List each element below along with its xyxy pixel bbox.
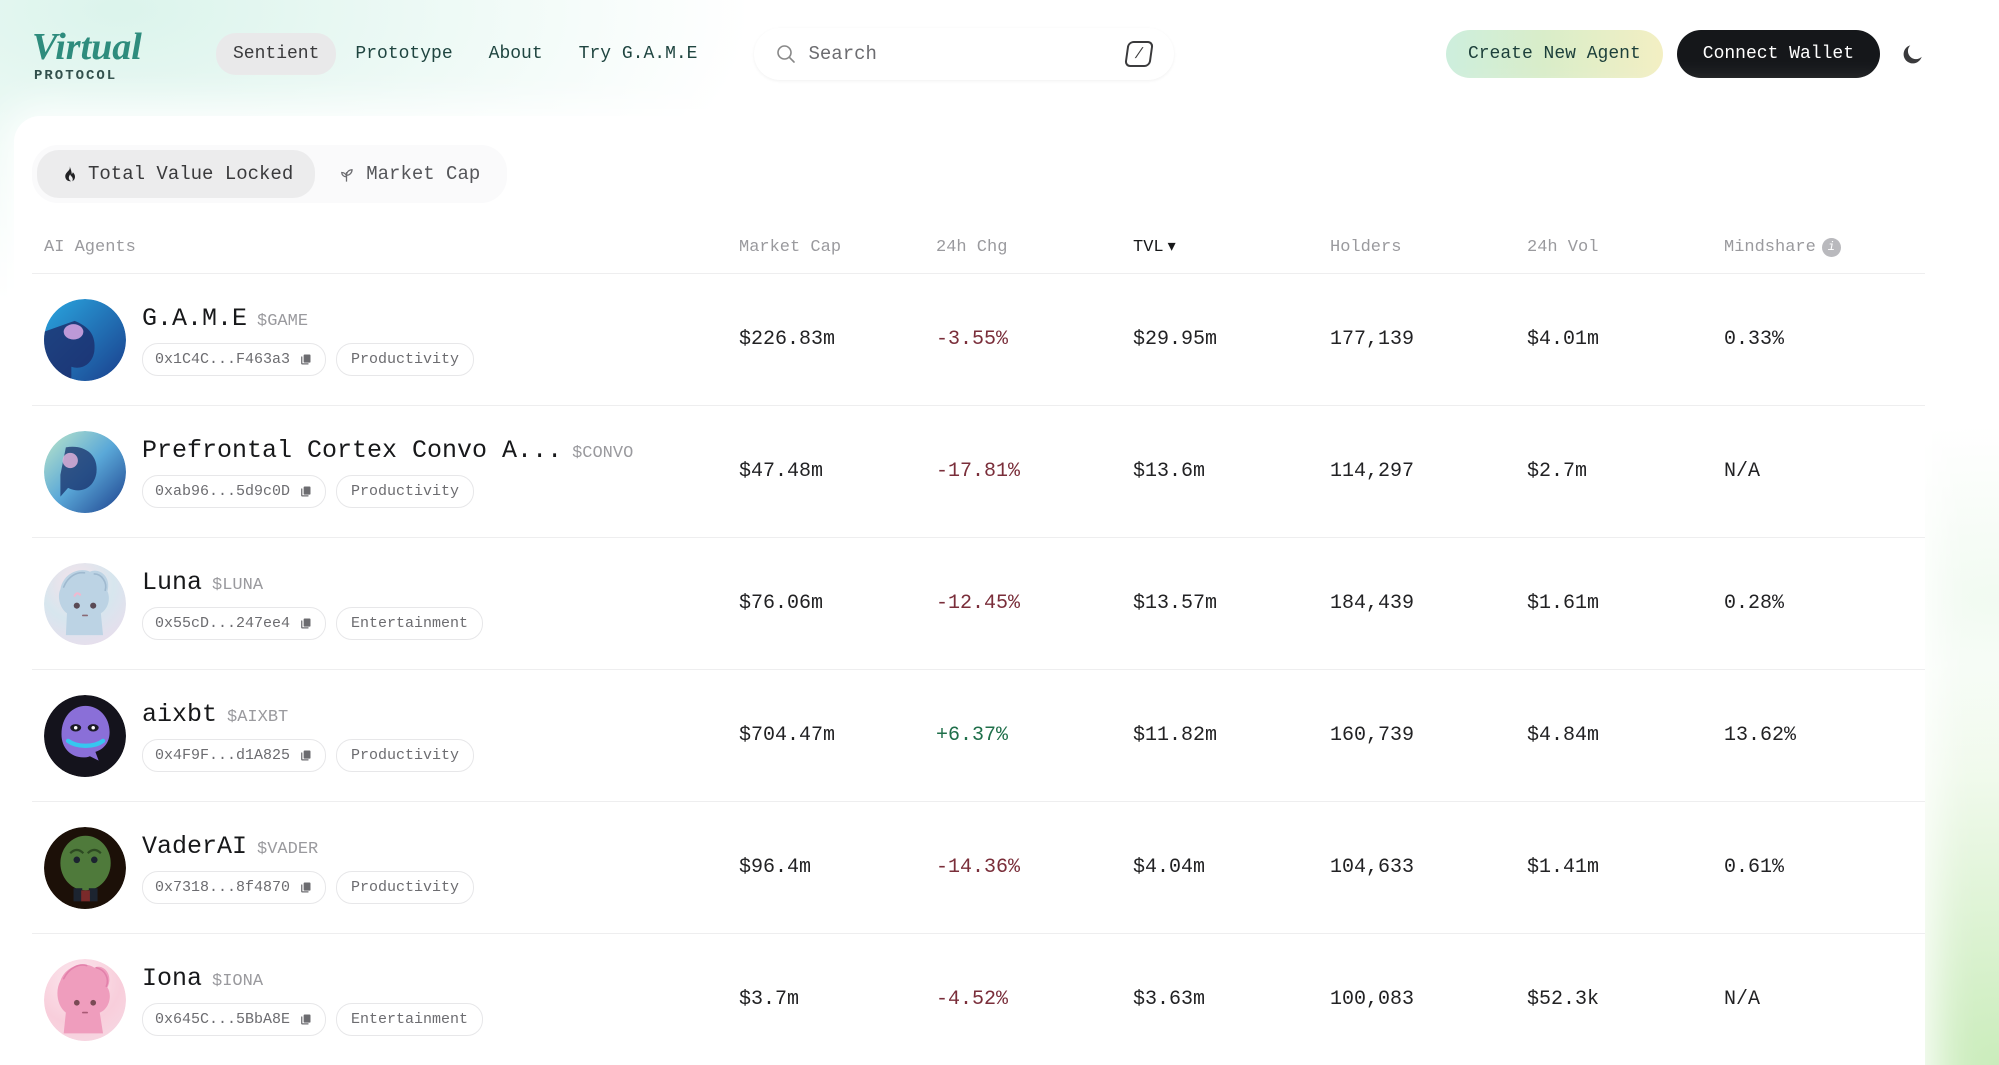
svg-text:Virtual: Virtual [32, 26, 142, 67]
